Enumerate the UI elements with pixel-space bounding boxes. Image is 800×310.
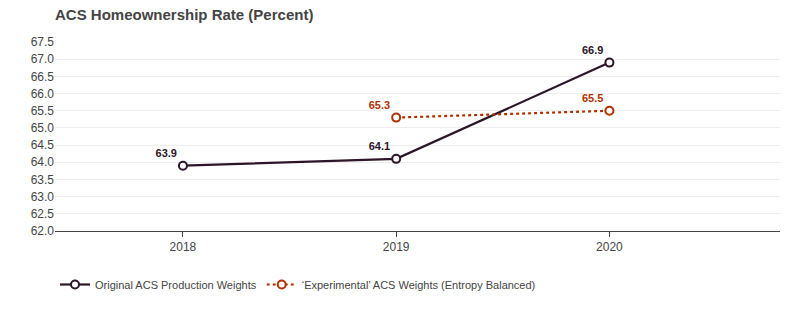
svg-text:‘Experimental’ ACS Weights (En: ‘Experimental’ ACS Weights (Entropy Bala… — [302, 279, 536, 291]
svg-text:63.0: 63.0 — [31, 190, 55, 204]
svg-text:Original ACS Production Weight: Original ACS Production Weights — [95, 279, 257, 291]
svg-text:65.0: 65.0 — [31, 121, 55, 135]
svg-text:65.5: 65.5 — [582, 92, 603, 104]
svg-text:62.0: 62.0 — [31, 224, 55, 238]
svg-text:2018: 2018 — [170, 240, 197, 254]
svg-text:66.5: 66.5 — [31, 70, 55, 84]
svg-text:67.0: 67.0 — [31, 52, 55, 66]
svg-text:67.5: 67.5 — [31, 35, 55, 49]
svg-text:2020: 2020 — [596, 240, 623, 254]
svg-text:66.0: 66.0 — [31, 87, 55, 101]
svg-text:2019: 2019 — [383, 240, 410, 254]
svg-text:65.5: 65.5 — [31, 104, 55, 118]
svg-text:ACS Homeownership Rate (Percen: ACS Homeownership Rate (Percent) — [55, 6, 313, 23]
svg-text:64.5: 64.5 — [31, 138, 55, 152]
svg-text:62.5: 62.5 — [31, 207, 55, 221]
svg-text:64.0: 64.0 — [31, 155, 55, 169]
svg-text:63.9: 63.9 — [156, 147, 177, 159]
svg-text:66.9: 66.9 — [582, 44, 603, 56]
svg-text:65.3: 65.3 — [369, 99, 390, 111]
svg-text:63.5: 63.5 — [31, 173, 55, 187]
svg-text:64.1: 64.1 — [369, 140, 390, 152]
